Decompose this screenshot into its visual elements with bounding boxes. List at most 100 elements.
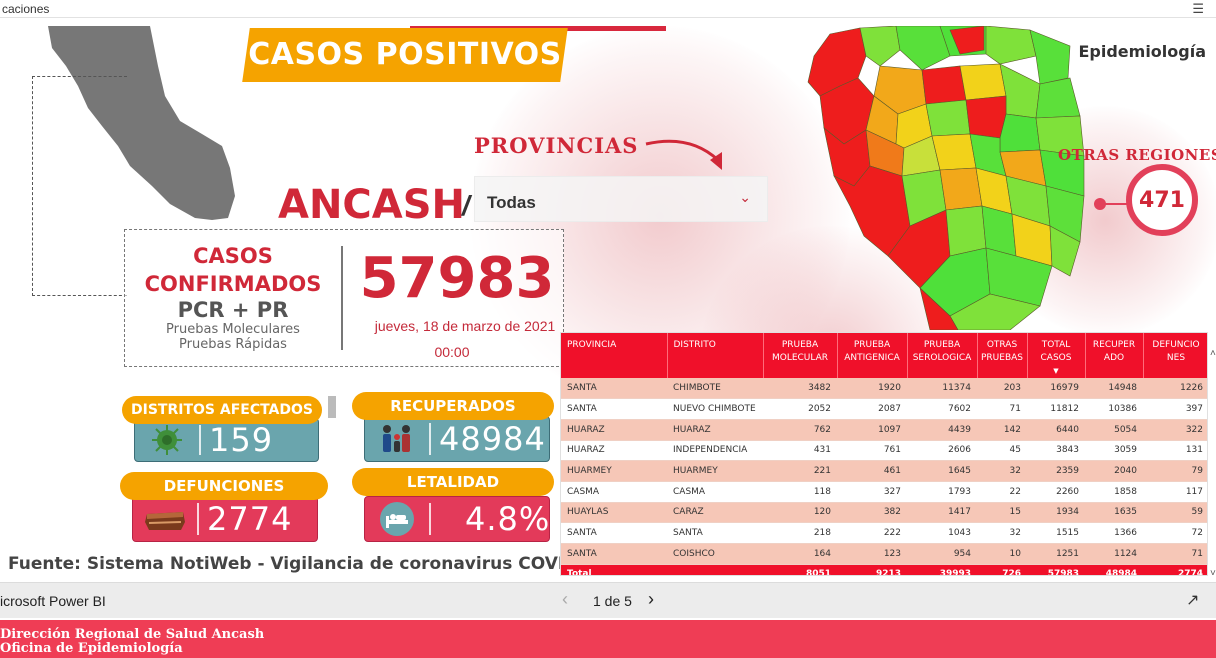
- distritos-value: 159: [209, 421, 274, 459]
- title-banner: CASOS POSITIVOS: [242, 28, 568, 82]
- table-cell: 118: [763, 481, 837, 503]
- table-row[interactable]: SANTA SANTA 218 222 1043 32 1515 1366 72: [561, 522, 1207, 544]
- scroll-down-icon[interactable]: ˅: [1210, 568, 1216, 579]
- total-confirmed-value: 57983: [359, 246, 555, 311]
- chevron-left-icon[interactable]: ‹: [562, 589, 568, 609]
- col-header-prueba-serologica[interactable]: PRUEBA SEROLOGICA: [907, 333, 978, 378]
- peru-map: [48, 26, 235, 220]
- chevron-right-icon[interactable]: ›: [648, 589, 654, 609]
- table-row[interactable]: HUARMEY HUARMEY 221 461 1645 32 2359 2040 79: [561, 460, 1207, 482]
- col-header-provincia[interactable]: PROVINCIA: [561, 333, 668, 378]
- total-cell: 2774: [1143, 564, 1207, 575]
- table-cell: 71: [977, 398, 1027, 420]
- table-cell: CASMA: [667, 481, 763, 503]
- table-cell: 397: [1143, 398, 1207, 420]
- table-cell: 203: [977, 378, 1027, 400]
- kpi-divider: [429, 423, 431, 455]
- table-cell: 79: [1143, 460, 1207, 482]
- table-row[interactable]: HUAYLAS CARAZ 120 382 1417 15 1934 1635 59: [561, 502, 1207, 524]
- district-table[interactable]: PROVINCIA DISTRITO PRUEBA MOLECULAR PRUE…: [560, 332, 1208, 576]
- table-cell: 218: [763, 522, 837, 544]
- table-cell: 1858: [1085, 481, 1143, 503]
- table-cell: 10: [977, 543, 1027, 565]
- reading-view-icon[interactable]: ☰: [1192, 1, 1204, 16]
- col-header-prueba-molecular[interactable]: PRUEBA MOLECULAR: [763, 333, 838, 378]
- kpi-label: LETALIDAD: [352, 468, 554, 496]
- table-cell: 1097: [837, 419, 907, 441]
- table-cell: CARAZ: [667, 502, 763, 524]
- footer-line2: Oficina de Epidemiología: [0, 641, 183, 656]
- table-cell: HUARMEY: [561, 460, 667, 482]
- table-cell: 322: [1143, 419, 1207, 441]
- province-dropdown[interactable]: Todas ⌄: [474, 176, 768, 222]
- table-row[interactable]: HUARAZ HUARAZ 762 1097 4439 142 6440 5054 322: [561, 419, 1207, 441]
- table-header-row: PROVINCIA DISTRITO PRUEBA MOLECULAR PRUE…: [561, 333, 1207, 378]
- kpi-label: DISTRITOS AFECTADOS: [122, 396, 322, 424]
- table-cell: 461: [837, 460, 907, 482]
- region-title: ANCASH: [278, 182, 466, 228]
- dropdown-value: Todas: [487, 193, 536, 212]
- table-cell: 1515: [1027, 522, 1085, 544]
- scroll-marker: [328, 396, 336, 418]
- table-cell: 45: [977, 440, 1027, 462]
- table-cell: 222: [837, 522, 907, 544]
- banner-title: CASOS POSITIVOS: [248, 37, 562, 72]
- recuperados-value: 48984: [439, 420, 546, 458]
- table-row[interactable]: SANTA NUEVO CHIMBOTE 2052 2087 7602 71 11812 10…: [561, 398, 1207, 420]
- title-slash: /: [462, 190, 470, 221]
- table-cell: 382: [837, 502, 907, 524]
- report-time: 00:00: [434, 344, 470, 360]
- chevron-down-icon[interactable]: ⌄: [739, 189, 751, 205]
- connector-lines: [32, 76, 127, 296]
- kpi-body: 2774: [132, 496, 318, 542]
- sort-desc-icon[interactable]: ▼: [1053, 367, 1059, 375]
- table-row[interactable]: CASMA CASMA 118 327 1793 22 2260 1858 117: [561, 481, 1207, 503]
- table-cell: 1645: [907, 460, 977, 482]
- table-cell: 7602: [907, 398, 977, 420]
- powerbi-bar: icrosoft Power BI ‹ 1 de 5 › ↗: [0, 582, 1216, 618]
- table-cell: 22: [977, 481, 1027, 503]
- table-row[interactable]: HUARAZ INDEPENDENCIA 431 761 2606 45 3843 3059 1…: [561, 440, 1207, 462]
- table-cell: NUEVO CHIMBOTE: [667, 398, 763, 420]
- table-cell: 123: [837, 543, 907, 565]
- table-cell: 3843: [1027, 440, 1085, 462]
- table-cell: HUAYLAS: [561, 502, 667, 524]
- molecular-tests-label: Pruebas Moleculares: [166, 322, 300, 337]
- kpi-divider: [197, 503, 199, 535]
- table-cell: HUARAZ: [561, 419, 667, 441]
- table-total-row: Total 8051 9213 39993 726 57983 48984 27…: [561, 564, 1207, 575]
- col-header-recuperado[interactable]: RECUPER ADO: [1085, 333, 1144, 378]
- table-cell: 221: [763, 460, 837, 482]
- table-cell: 120: [763, 502, 837, 524]
- table-cell: 1226: [1143, 378, 1207, 400]
- table-cell: SANTA: [561, 543, 667, 565]
- col-header-otras-pruebas[interactable]: OTRAS PRUEBAS: [977, 333, 1028, 378]
- page-indicator: 1 de 5: [593, 593, 632, 609]
- col-header-total-casos-label: TOTAL CASOS: [1040, 340, 1072, 363]
- virus-icon: [135, 419, 199, 461]
- hospital-bed-icon: [365, 497, 429, 541]
- kpi-body: 48984: [364, 416, 550, 462]
- table-cell: 117: [1143, 481, 1207, 503]
- table-row[interactable]: SANTA CHIMBOTE 3482 1920 11374 203 16979 14948 1…: [561, 378, 1207, 400]
- scroll-up-icon[interactable]: ˄: [1210, 348, 1216, 359]
- col-header-total-casos[interactable]: TOTAL CASOS ▼: [1027, 333, 1086, 378]
- share-icon[interactable]: ↗: [1186, 592, 1200, 609]
- table-cell: 11812: [1027, 398, 1085, 420]
- source-caption: Fuente: Sistema NotiWeb - Vigilancia de …: [8, 554, 610, 574]
- powerbi-title: icrosoft Power BI: [0, 593, 106, 609]
- table-cell: 1934: [1027, 502, 1085, 524]
- col-header-defunciones[interactable]: DEFUNCIO NES: [1143, 333, 1207, 378]
- table-cell: 71: [1143, 543, 1207, 565]
- otras-regiones-label: OTRAS REGIONES: [1058, 146, 1216, 164]
- col-header-prueba-antigenica[interactable]: PRUEBA ANTIGENICA: [837, 333, 908, 378]
- col-header-distrito[interactable]: DISTRITO: [667, 333, 764, 378]
- table-cell: 3482: [763, 378, 837, 400]
- table-cell: 15: [977, 502, 1027, 524]
- table-cell: SANTA: [561, 522, 667, 544]
- table-row[interactable]: SANTA COISHCO 164 123 954 10 1251 1124 71: [561, 543, 1207, 565]
- table-cell: HUARAZ: [561, 440, 667, 462]
- kpi-label: DEFUNCIONES: [120, 472, 328, 500]
- breadcrumb[interactable]: caciones: [2, 2, 50, 16]
- table-cell: 1251: [1027, 543, 1085, 565]
